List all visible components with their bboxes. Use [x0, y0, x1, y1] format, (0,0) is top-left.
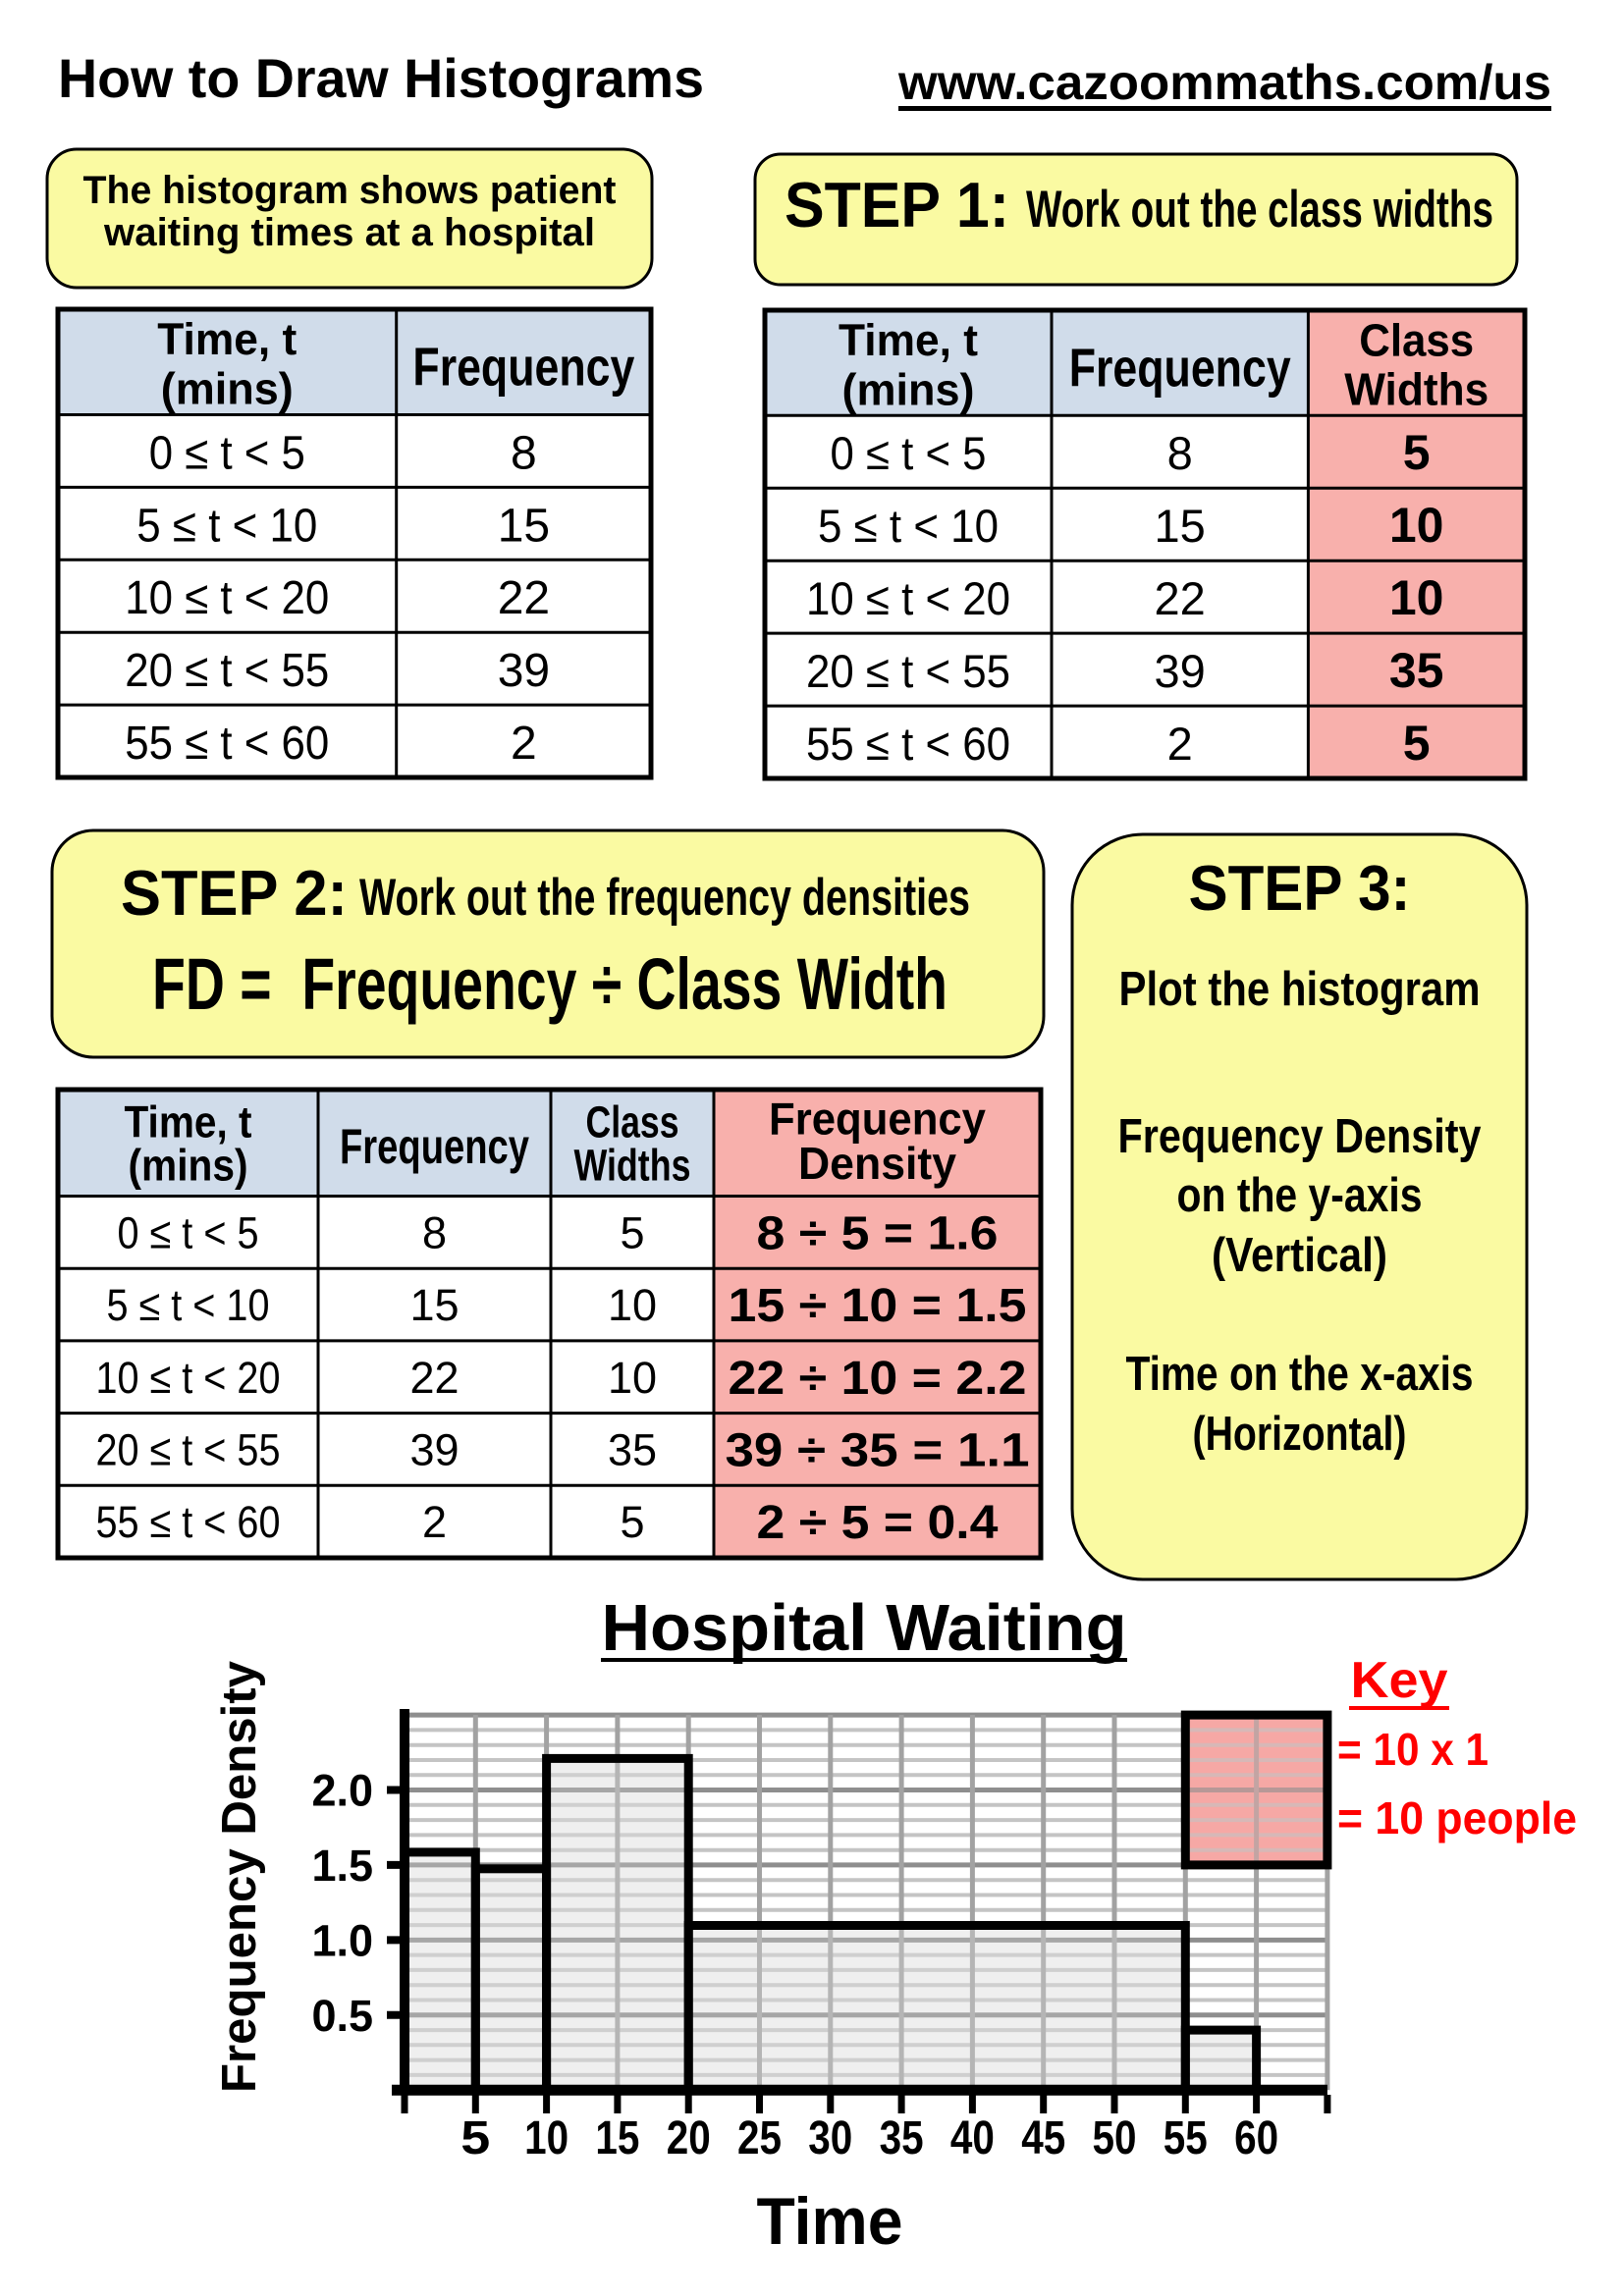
svg-text:10: 10 — [608, 1353, 657, 1403]
svg-text:Work out the class widths: Work out the class widths — [1026, 181, 1493, 239]
svg-text:40: 40 — [950, 2112, 995, 2164]
svg-text:= 10 people: = 10 people — [1337, 1792, 1577, 1843]
svg-text:Time, t: Time, t — [839, 315, 978, 365]
svg-text:1.5: 1.5 — [311, 1841, 373, 1891]
svg-text:STEP 3:: STEP 3: — [1189, 852, 1411, 924]
svg-text:5 ≤ t < 10: 5 ≤ t < 10 — [107, 1280, 270, 1330]
svg-text:0.5: 0.5 — [311, 1991, 373, 2041]
svg-text:2: 2 — [511, 718, 537, 770]
svg-text:Work out the frequency densiti: Work out the frequency densities — [359, 869, 970, 927]
svg-text:Time, t: Time, t — [125, 1097, 252, 1148]
svg-text:Density: Density — [798, 1138, 956, 1189]
svg-text:FD = Frequency ÷ Class Width: FD = Frequency ÷ Class Width — [152, 943, 947, 1025]
svg-text:25: 25 — [737, 2112, 782, 2164]
svg-text:8: 8 — [422, 1207, 447, 1257]
svg-text:45: 45 — [1021, 2112, 1065, 2164]
svg-text:10: 10 — [1389, 498, 1444, 553]
svg-text:15: 15 — [409, 1280, 459, 1330]
svg-text:STEP 2:: STEP 2: — [121, 857, 348, 929]
svg-text:60: 60 — [1234, 2112, 1278, 2164]
svg-text:Key: Key — [1351, 1652, 1448, 1709]
svg-text:0 ≤ t < 5: 0 ≤ t < 5 — [118, 1207, 259, 1257]
svg-text:Widths: Widths — [1344, 363, 1489, 414]
svg-text:35: 35 — [880, 2112, 924, 2164]
svg-text:(Vertical): (Vertical) — [1212, 1229, 1387, 1282]
svg-text:5: 5 — [460, 2112, 490, 2164]
svg-text:Hospital Waiting: Hospital Waiting — [602, 1591, 1127, 1665]
svg-text:20 ≤ t < 55: 20 ≤ t < 55 — [125, 645, 329, 697]
svg-text:2 ÷ 5 = 0.4: 2 ÷ 5 = 0.4 — [757, 1497, 999, 1549]
svg-text:Time on the x-axis: Time on the x-axis — [1126, 1348, 1474, 1401]
svg-text:22: 22 — [409, 1353, 459, 1403]
svg-text:15: 15 — [498, 500, 550, 552]
svg-text:5: 5 — [620, 1207, 644, 1257]
svg-text:5 ≤ t < 10: 5 ≤ t < 10 — [136, 500, 317, 552]
svg-text:20: 20 — [667, 2112, 711, 2164]
svg-text:39: 39 — [409, 1424, 459, 1474]
svg-text:10 ≤ t < 20: 10 ≤ t < 20 — [96, 1353, 281, 1403]
svg-text:Time, t: Time, t — [157, 314, 297, 364]
svg-text:0 ≤ t < 5: 0 ≤ t < 5 — [149, 427, 305, 479]
svg-text:The histogram shows patient: The histogram shows patient — [83, 169, 617, 212]
svg-text:(mins): (mins) — [161, 363, 294, 413]
svg-text:Widths: Widths — [574, 1141, 691, 1191]
svg-text:(Horizontal): (Horizontal) — [1193, 1408, 1407, 1461]
svg-text:Frequency: Frequency — [769, 1094, 986, 1145]
svg-text:15: 15 — [1155, 500, 1206, 552]
svg-text:(mins): (mins) — [842, 364, 975, 414]
svg-text:55 ≤ t < 60: 55 ≤ t < 60 — [96, 1497, 281, 1547]
svg-text:39: 39 — [498, 645, 550, 697]
svg-text:20 ≤ t < 55: 20 ≤ t < 55 — [806, 645, 1010, 697]
svg-text:10: 10 — [524, 2112, 568, 2164]
svg-text:2.0: 2.0 — [311, 1766, 373, 1816]
svg-text:10: 10 — [1389, 570, 1444, 625]
svg-text:Frequency: Frequency — [340, 1119, 529, 1174]
svg-text:15 ÷ 10 = 1.5: 15 ÷ 10 = 1.5 — [729, 1280, 1027, 1332]
svg-text:Frequency Density: Frequency Density — [1118, 1110, 1482, 1163]
svg-text:How to Draw Histograms: How to Draw Histograms — [58, 47, 704, 109]
svg-text:Time: Time — [757, 2184, 903, 2259]
svg-text:50: 50 — [1093, 2112, 1137, 2164]
svg-text:55 ≤ t < 60: 55 ≤ t < 60 — [125, 718, 329, 770]
svg-text:20 ≤ t < 55: 20 ≤ t < 55 — [96, 1424, 281, 1474]
svg-text:Frequency Density: Frequency Density — [213, 1661, 266, 2093]
svg-text:35: 35 — [608, 1424, 657, 1474]
svg-text:15: 15 — [595, 2112, 639, 2164]
svg-text:Class: Class — [1359, 314, 1474, 365]
svg-text:Plot the histogram: Plot the histogram — [1119, 963, 1481, 1016]
svg-text:22: 22 — [498, 572, 550, 624]
svg-text:22: 22 — [1155, 572, 1206, 624]
svg-text:55 ≤ t < 60: 55 ≤ t < 60 — [806, 718, 1010, 770]
svg-text:0 ≤ t < 5: 0 ≤ t < 5 — [831, 427, 987, 479]
svg-text:10: 10 — [608, 1280, 657, 1330]
svg-text:10 ≤ t < 20: 10 ≤ t < 20 — [806, 572, 1010, 624]
svg-text:5 ≤ t < 10: 5 ≤ t < 10 — [818, 500, 999, 552]
svg-text:STEP 1:: STEP 1: — [785, 169, 1009, 240]
svg-text:1.0: 1.0 — [311, 1915, 373, 1965]
svg-text:on the y-axis: on the y-axis — [1177, 1169, 1423, 1222]
svg-text:8: 8 — [511, 427, 537, 479]
svg-text:8: 8 — [1167, 427, 1193, 479]
svg-text:waiting times at a hospital: waiting times at a hospital — [103, 211, 595, 254]
svg-text:Class: Class — [586, 1097, 679, 1148]
svg-text:= 10 x 1: = 10 x 1 — [1337, 1724, 1489, 1775]
svg-text:Frequency: Frequency — [412, 337, 634, 398]
svg-text:22 ÷ 10 = 2.2: 22 ÷ 10 = 2.2 — [729, 1353, 1027, 1405]
svg-text:55: 55 — [1164, 2112, 1208, 2164]
svg-text:2: 2 — [422, 1497, 447, 1547]
svg-text:39: 39 — [1155, 645, 1206, 697]
svg-text:35: 35 — [1389, 643, 1444, 698]
svg-text:10 ≤ t < 20: 10 ≤ t < 20 — [125, 572, 329, 624]
svg-text:2: 2 — [1167, 718, 1193, 770]
svg-text:5: 5 — [1403, 425, 1431, 480]
svg-text:Frequency: Frequency — [1069, 338, 1291, 399]
svg-text:30: 30 — [808, 2112, 852, 2164]
svg-text:8 ÷ 5 = 1.6: 8 ÷ 5 = 1.6 — [757, 1207, 999, 1259]
svg-text:www.cazoommaths.com/us: www.cazoommaths.com/us — [897, 55, 1551, 110]
svg-text:5: 5 — [1403, 716, 1431, 771]
svg-text:5: 5 — [620, 1497, 644, 1547]
svg-text:(mins): (mins) — [129, 1141, 248, 1191]
svg-text:39 ÷ 35 = 1.1: 39 ÷ 35 = 1.1 — [726, 1424, 1030, 1476]
